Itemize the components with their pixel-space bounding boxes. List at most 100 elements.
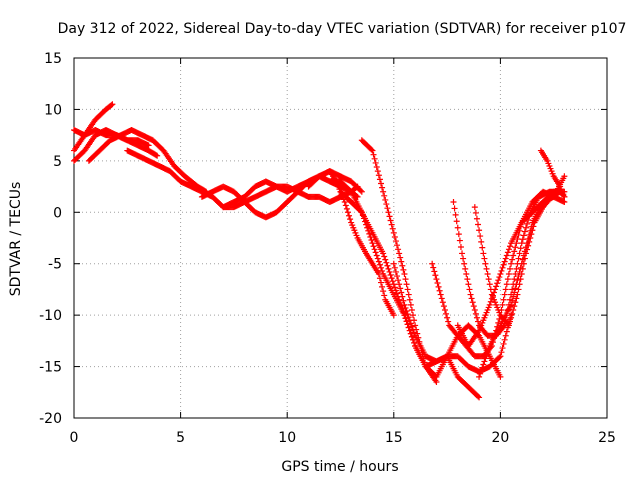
data-point — [408, 333, 415, 340]
data-point — [378, 180, 385, 187]
data-point — [519, 256, 526, 263]
data-point — [482, 260, 489, 267]
series-track-h — [305, 168, 397, 319]
data-point — [380, 188, 387, 195]
data-point — [486, 301, 493, 308]
data-point — [402, 276, 409, 283]
data-point — [519, 236, 526, 243]
data-point — [527, 227, 534, 234]
data-point — [383, 259, 390, 266]
data-point — [476, 394, 483, 401]
data-point — [343, 205, 350, 212]
data-point — [501, 291, 508, 298]
data-point — [514, 277, 521, 284]
data-point — [522, 224, 529, 231]
data-point — [464, 276, 471, 283]
data-point — [481, 358, 488, 365]
data-point — [373, 252, 380, 259]
data-point — [520, 252, 527, 259]
data-point — [513, 281, 520, 288]
data-point — [516, 268, 523, 275]
data-point — [501, 336, 508, 343]
series-track-r — [537, 147, 568, 200]
data-point — [525, 236, 532, 243]
data-point — [409, 326, 416, 333]
data-point — [444, 314, 451, 321]
data-point — [437, 291, 444, 298]
data-point — [511, 276, 518, 283]
x-tick-label: 15 — [385, 430, 403, 446]
data-point — [484, 349, 491, 356]
data-point — [503, 328, 510, 335]
data-point — [396, 281, 403, 288]
data-point — [342, 202, 349, 209]
data-point — [154, 152, 161, 159]
data-point — [506, 243, 513, 250]
data-point — [431, 268, 438, 275]
data-point — [509, 310, 516, 317]
data-point — [497, 271, 504, 277]
data-point — [379, 283, 386, 290]
data-point — [145, 142, 152, 149]
data-point — [492, 286, 499, 293]
data-point — [390, 281, 397, 288]
data-point — [108, 102, 115, 109]
y-tick-label: -5 — [48, 257, 62, 273]
data-point — [561, 193, 568, 200]
data-point — [401, 301, 408, 308]
data-point — [371, 246, 378, 253]
data-point — [518, 260, 525, 267]
data-point — [467, 291, 474, 298]
data-point — [509, 297, 516, 304]
data-point — [407, 320, 414, 327]
data-point — [393, 242, 400, 249]
data-point — [513, 295, 520, 302]
data-point — [344, 209, 351, 216]
data-point — [510, 293, 517, 300]
data-point — [505, 322, 512, 329]
data-point — [429, 260, 436, 267]
data-point — [453, 218, 460, 225]
data-point — [400, 297, 407, 304]
data-point — [432, 272, 439, 279]
data-point — [388, 221, 395, 228]
data-point — [380, 288, 387, 295]
data-point — [439, 299, 446, 306]
data-point — [477, 370, 484, 377]
series-track-c — [71, 127, 161, 164]
x-tick-label: 25 — [598, 430, 616, 446]
data-point — [451, 205, 458, 212]
data-point — [515, 286, 522, 293]
data-point — [487, 298, 494, 305]
data-point — [480, 250, 487, 257]
data-point — [398, 258, 405, 265]
data-point — [399, 262, 406, 269]
data-point — [465, 281, 472, 288]
data-point — [433, 379, 440, 385]
data-point — [485, 276, 492, 283]
data-point — [347, 187, 354, 194]
data-point — [470, 303, 477, 310]
data-point — [376, 261, 383, 268]
data-point — [406, 327, 413, 334]
data-point — [399, 305, 406, 312]
data-point — [399, 293, 406, 300]
data-point — [390, 229, 397, 236]
data-point — [513, 265, 520, 272]
data-point — [504, 276, 511, 283]
data-point — [395, 277, 402, 284]
data-point — [438, 295, 445, 302]
data-point — [524, 220, 531, 227]
data-point — [512, 285, 519, 292]
data-point — [397, 254, 404, 261]
data-point — [392, 238, 399, 245]
y-tick-label: 10 — [44, 102, 62, 118]
data-point — [153, 152, 160, 159]
data-point — [373, 164, 380, 171]
data-point — [407, 330, 414, 337]
series-track-f — [198, 168, 365, 221]
data-point — [505, 271, 512, 277]
data-point — [379, 184, 386, 191]
axis-ticks: 0 5 10 15 20 25 15 10 5 0 -5 -10 -15 -20 — [39, 51, 616, 446]
data-point — [384, 205, 391, 212]
